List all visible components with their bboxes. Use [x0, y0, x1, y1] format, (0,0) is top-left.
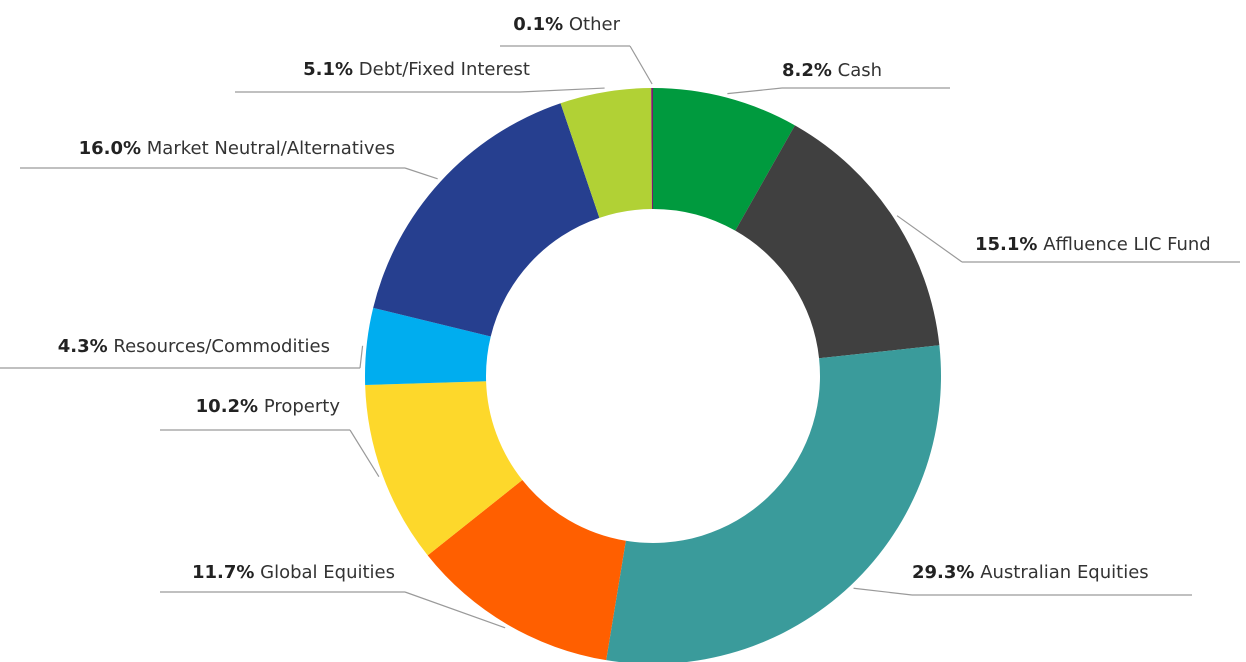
donut-slice: [651, 88, 653, 210]
leader-line: [160, 591, 506, 629]
slice-category: Debt/Fixed Interest: [359, 59, 530, 80]
slice-value-label: 4.3%: [58, 336, 108, 357]
slice-label: 11.7% Global Equities: [192, 562, 395, 583]
donut-slice: [735, 125, 940, 359]
slice-value-label: 0.1%: [513, 14, 563, 35]
leader-line: [0, 345, 364, 369]
slice-label: 8.2% Cash: [782, 60, 882, 81]
leader-line: [160, 429, 380, 477]
leader-line: [727, 87, 950, 95]
slice-value-label: 16.0%: [79, 138, 141, 159]
slice-label: 15.1% Affluence LIC Fund: [975, 234, 1211, 255]
slice-category: Other: [569, 14, 621, 35]
leader-line: [896, 215, 1240, 263]
slice-category: Cash: [838, 60, 882, 81]
slice-value-label: 8.2%: [782, 60, 832, 81]
leader-line: [235, 87, 605, 93]
slice-label: 16.0% Market Neutral/Alternatives: [79, 138, 395, 159]
donut-slice: [427, 480, 626, 661]
slice-category: Property: [264, 396, 341, 417]
leader-line: [500, 45, 653, 85]
donut-slice: [373, 103, 600, 337]
slice-value-label: 10.2%: [196, 396, 258, 417]
slice-label: 10.2% Property: [196, 396, 341, 417]
slice-label: 29.3% Australian Equities: [912, 562, 1149, 583]
slice-value-label: 5.1%: [303, 59, 353, 80]
slice-category: Market Neutral/Alternatives: [147, 138, 395, 159]
donut-slice: [560, 88, 652, 218]
slice-category: Australian Equities: [980, 562, 1148, 583]
slice-value-label: 15.1%: [975, 234, 1037, 255]
slice-category: Affluence LIC Fund: [1043, 234, 1211, 255]
donut-slice: [365, 381, 523, 556]
slice-label: 0.1% Other: [513, 14, 620, 35]
donut-slice: [365, 307, 491, 386]
slice-label: 4.3% Resources/Commodities: [58, 336, 330, 357]
donut-slice: [653, 88, 795, 231]
donut-slice: [606, 345, 941, 662]
slice-value-label: 29.3%: [912, 562, 974, 583]
slice-category: Global Equities: [260, 562, 395, 583]
slice-label: 5.1% Debt/Fixed Interest: [303, 59, 530, 80]
slice-value-label: 11.7%: [192, 562, 254, 583]
leader-line: [853, 587, 1192, 596]
leader-line: [20, 167, 438, 180]
slice-category: Resources/Commodities: [113, 336, 330, 357]
